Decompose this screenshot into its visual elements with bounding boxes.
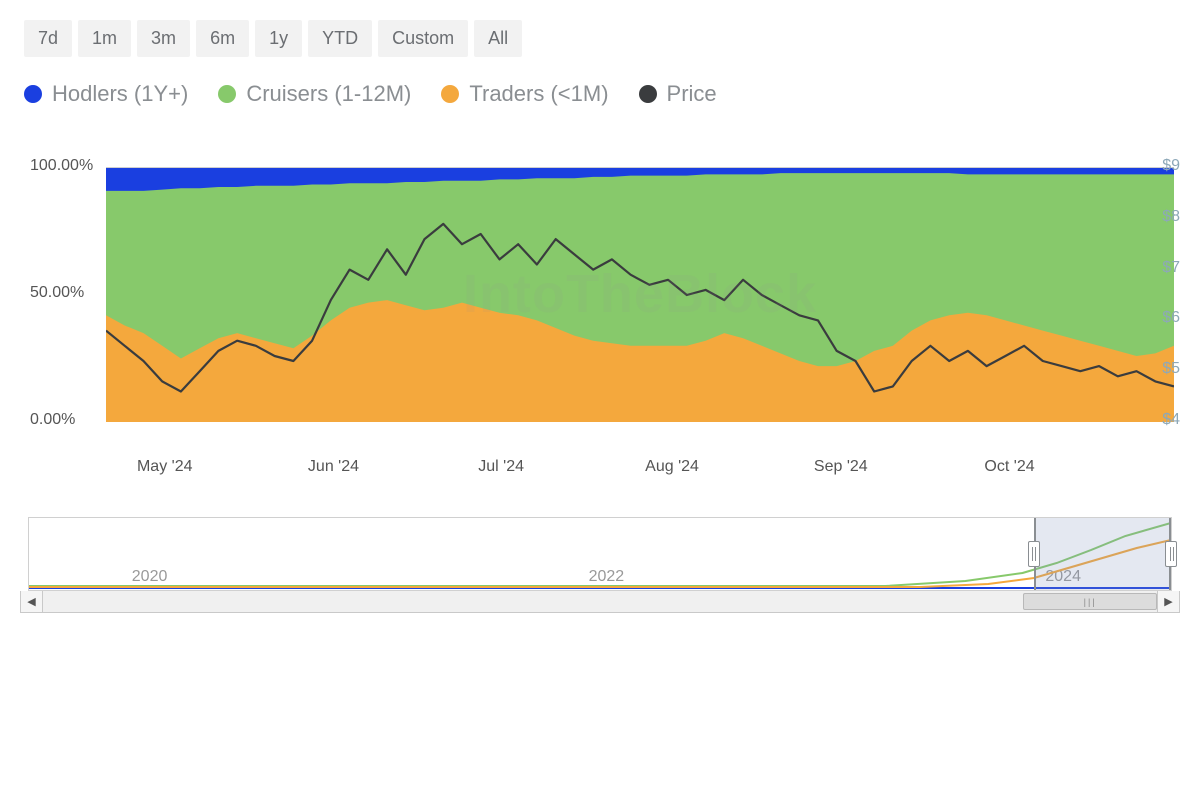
legend-dot xyxy=(24,85,42,103)
x-tick: Oct '24 xyxy=(984,458,1034,476)
legend-item[interactable]: Price xyxy=(639,81,717,107)
horizontal-scrollbar[interactable]: ◀ ▶ xyxy=(20,591,1180,613)
navigator-handle-left[interactable] xyxy=(1028,541,1040,567)
scroll-right-button[interactable]: ▶ xyxy=(1157,591,1179,612)
x-tick: Jul '24 xyxy=(478,458,524,476)
legend-dot xyxy=(639,85,657,103)
navigator-plot[interactable]: 202020222024 xyxy=(29,518,1171,590)
y-right-tick: $6 xyxy=(1162,309,1180,327)
x-tick: Sep '24 xyxy=(814,458,868,476)
scroll-thumb[interactable] xyxy=(1023,593,1157,610)
range-button-7d[interactable]: 7d xyxy=(24,20,72,57)
range-button-1y[interactable]: 1y xyxy=(255,20,302,57)
range-button-ytd[interactable]: YTD xyxy=(308,20,372,57)
range-button-6m[interactable]: 6m xyxy=(196,20,249,57)
legend-dot xyxy=(218,85,236,103)
scroll-left-button[interactable]: ◀ xyxy=(21,591,43,612)
legend-label: Cruisers (1-12M) xyxy=(246,81,411,107)
y-right-tick: $5 xyxy=(1162,360,1180,378)
legend-item[interactable]: Hodlers (1Y+) xyxy=(24,81,188,107)
y-right-tick: $7 xyxy=(1162,259,1180,277)
legend-label: Price xyxy=(667,81,717,107)
legend-item[interactable]: Traders (<1M) xyxy=(441,81,608,107)
y-left-tick: 0.00% xyxy=(30,411,75,429)
range-button-all[interactable]: All xyxy=(474,20,522,57)
y-axis-right: $4$5$6$7$8$9 xyxy=(1140,167,1180,421)
y-right-tick: $9 xyxy=(1162,157,1180,175)
legend-label: Hodlers (1Y+) xyxy=(52,81,188,107)
navigator-handle-right[interactable] xyxy=(1165,541,1177,567)
x-tick: Jun '24 xyxy=(308,458,359,476)
scroll-track[interactable] xyxy=(43,591,1157,612)
legend-label: Traders (<1M) xyxy=(469,81,608,107)
range-button-1m[interactable]: 1m xyxy=(78,20,131,57)
y-right-tick: $8 xyxy=(1162,208,1180,226)
y-right-tick: $4 xyxy=(1162,411,1180,429)
y-axis-left: 0.00%50.00%100.00% xyxy=(28,167,106,421)
legend-item[interactable]: Cruisers (1-12M) xyxy=(218,81,411,107)
range-button-3m[interactable]: 3m xyxy=(137,20,190,57)
range-button-custom[interactable]: Custom xyxy=(378,20,468,57)
main-chart: 0.00%50.00%100.00% IntoTheBlockMay '24Ju… xyxy=(28,155,1180,455)
time-navigator[interactable]: 202020222024 xyxy=(28,517,1172,591)
x-tick: May '24 xyxy=(137,458,193,476)
navigator-selection[interactable] xyxy=(1034,518,1171,590)
chart-legend: Hodlers (1Y+) Cruisers (1-12M) Traders (<1… xyxy=(24,81,1180,107)
y-left-tick: 100.00% xyxy=(30,157,93,175)
legend-dot xyxy=(441,85,459,103)
chart-plot-area[interactable]: IntoTheBlockMay '24Jun '24Jul '24Aug '24… xyxy=(106,167,1174,421)
y-left-tick: 50.00% xyxy=(30,284,84,302)
x-tick: Aug '24 xyxy=(645,458,699,476)
time-range-buttons: 7d1m3m6m1yYTDCustomAll xyxy=(24,20,1180,57)
